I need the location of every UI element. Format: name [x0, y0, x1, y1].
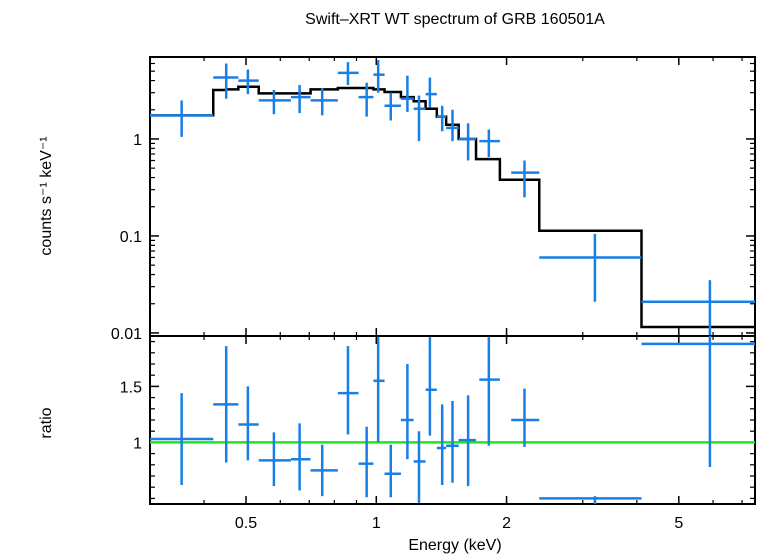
spectrum-frame — [149, 56, 756, 337]
x-tick-label: 5 — [674, 515, 683, 532]
x-tick-label: 1 — [372, 515, 381, 532]
bottom-ylabel: ratio — [38, 407, 55, 438]
top-ylabel: counts s⁻¹ keV⁻¹ — [38, 136, 55, 255]
y-tick-label: 1 — [133, 435, 142, 452]
model-step-line — [150, 85, 755, 329]
ratio-panel: 1 1.5 0.5 1 2 5 — [120, 335, 756, 532]
spectrum-panel: 0.01 0.1 1 — [111, 56, 756, 343]
x-tick-label: 0.5 — [235, 515, 257, 532]
y-tick-label: 1.5 — [120, 379, 142, 396]
x-tick-label: 2 — [502, 515, 511, 532]
y-tick-label: 1 — [133, 132, 142, 149]
x-axis-label: Energy (keV) — [408, 537, 501, 554]
chart-title: Swift–XRT WT spectrum of GRB 160501A — [305, 11, 605, 28]
y-tick-label: 0.1 — [120, 229, 142, 246]
y-tick-label: 0.01 — [111, 326, 142, 343]
